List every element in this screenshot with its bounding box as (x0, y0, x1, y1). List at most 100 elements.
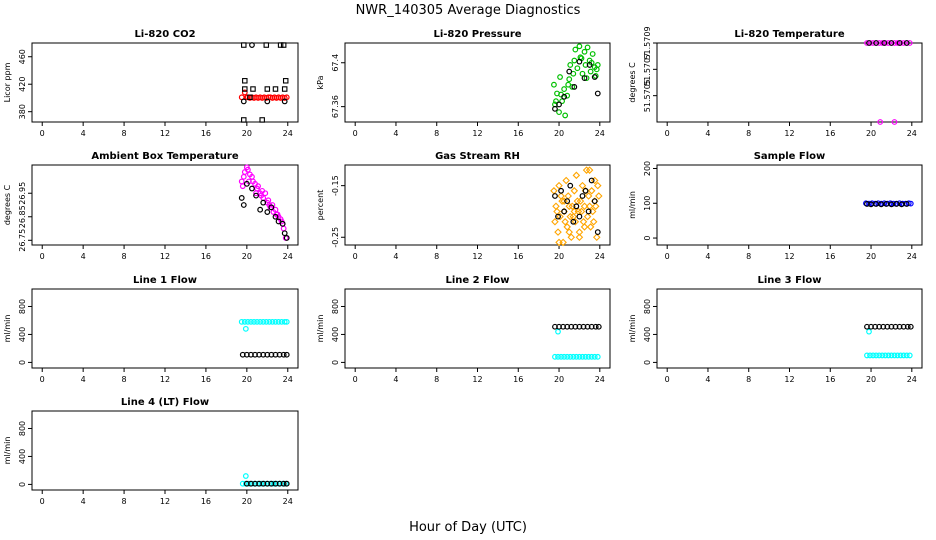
li820-co2-point (241, 89, 248, 96)
line-3-flow-ylabel: ml/min (628, 315, 637, 343)
li820-pressure-xtick-label: 20 (554, 129, 564, 138)
gas-stream-rh-point (564, 192, 572, 200)
li820-pressure-point (561, 93, 568, 100)
line-3-flow-panel: Line 3 Flow 0 4 8 12 16 20 24 0 400 800 ml/min (628, 275, 923, 384)
gas-stream-rh-point (565, 228, 574, 236)
ambient-box-temperature-point (244, 166, 251, 173)
li820-co2-point (263, 42, 270, 48)
gas-stream-rh-point (555, 213, 561, 220)
li820-co2-ytick-label: 460 (18, 49, 27, 64)
line-1-flow-point (263, 318, 270, 325)
line-2-flow-point (588, 353, 595, 360)
gas-stream-rh-point (558, 187, 564, 194)
ambient-box-temperature-point (257, 206, 264, 213)
gas-stream-rh-point (564, 198, 571, 205)
li820-temperature-frame (656, 42, 923, 123)
gas-stream-rh-point (551, 217, 559, 226)
li820-pressure-point (562, 112, 569, 119)
line-3-flow-point (885, 352, 892, 359)
li820-pressure-point (572, 46, 579, 53)
gas-stream-rh-point (593, 181, 602, 190)
li820-temperature-point (873, 40, 880, 46)
gas-stream-rh-series-black (552, 177, 601, 235)
line-4-lt-flow-point (270, 480, 277, 487)
line-2-flow-point (558, 353, 564, 360)
li820-co2-point (264, 98, 271, 105)
line-3-flow-point (864, 352, 870, 359)
gas-stream-rh-point (579, 217, 588, 226)
line-4-lt-flow-title: Line 4 (LT) Flow (121, 397, 209, 408)
li820-co2-point (250, 86, 256, 92)
ambient-box-temperature-point (239, 183, 246, 190)
gas-stream-rh-series-orange (550, 166, 603, 247)
li820-pressure-xtick-label: 24 (595, 129, 605, 138)
li820-co2-title: Li-820 CO2 (134, 29, 195, 40)
line-1-flow-point (254, 318, 260, 325)
li820-temperature-point (866, 40, 872, 46)
line-4-lt-flow-panel: Line 4 (LT) Flow 0 4 8 12 16 20 24 0 400 800 ml/min (3, 397, 299, 506)
ambient-box-temperature-xtick-label: 20 (242, 252, 252, 261)
figure-title: NWR_140305 Average Diagnostics (356, 3, 581, 18)
gas-stream-rh-xtick-label: 12 (472, 252, 482, 261)
ambient-box-temperature-point (238, 178, 245, 185)
line-2-flow-xtick-label: 4 (393, 375, 398, 384)
line-2-flow-ytick-label: 0 (331, 360, 340, 365)
gas-stream-rh-point (555, 238, 563, 247)
gas-stream-rh-point (554, 228, 562, 236)
li820-pressure-point (574, 65, 581, 72)
li820-temperature-series-black (866, 40, 910, 46)
line-1-flow-panel: Line 1 Flow 0 4 8 12 16 20 24 0 400 800 ml/min (3, 275, 299, 384)
li820-co2-ytick-label: 380 (18, 104, 27, 119)
sample-flow-ytick-label: 0 (643, 235, 652, 240)
li820-pressure-point (566, 76, 573, 83)
line-4-lt-flow-xtick-label: 20 (242, 497, 252, 506)
line-1-flow-point (260, 318, 267, 325)
gas-stream-rh-point (560, 197, 568, 205)
ambient-box-temperature-point (255, 183, 262, 190)
line-3-flow-point (894, 352, 901, 359)
line-2-flow-title: Line 2 Flow (446, 275, 510, 286)
line-2-flow-xtick-label: 8 (434, 375, 439, 384)
gas-stream-rh-point (586, 223, 595, 231)
line-1-flow-xtick-label: 12 (160, 375, 170, 384)
line-2-flow-point (576, 353, 583, 360)
li820-pressure-point (557, 74, 563, 80)
li820-co2-point (272, 86, 279, 92)
ambient-box-temperature-xtick-label: 0 (40, 252, 45, 261)
line-1-flow-title: Line 1 Flow (133, 275, 197, 286)
gas-stream-rh-xtick-label: 20 (554, 252, 564, 261)
gas-stream-rh-point (570, 218, 577, 225)
line-2-flow-point (585, 353, 592, 360)
gas-stream-rh-ytick-label: -0.25 (331, 227, 340, 248)
gas-stream-rh-point (585, 166, 594, 174)
gas-stream-rh-point (587, 187, 596, 195)
line-3-flow-point (904, 323, 911, 330)
line-1-flow-point (241, 318, 248, 325)
line-1-flow-xtick-label: 20 (242, 375, 252, 384)
ambient-box-temperature-frame (31, 164, 299, 246)
line-2-flow-point (582, 353, 589, 360)
line-4-lt-flow-xtick-label: 0 (40, 497, 45, 506)
line-2-flow-xtick-label: 16 (513, 375, 523, 384)
li820-pressure-point (581, 48, 588, 55)
line-1-flow-point (272, 318, 279, 325)
li820-temperature-point (888, 40, 895, 46)
li820-co2-point (242, 86, 248, 92)
gas-stream-rh-point (561, 217, 569, 226)
li820-pressure-point (561, 86, 568, 92)
li820-pressure-point (581, 75, 588, 82)
gas-stream-rh-point (579, 193, 586, 199)
gas-stream-rh-point (580, 202, 589, 211)
gas-stream-rh-xtick-label: 4 (393, 252, 398, 261)
li820-pressure-point (556, 101, 562, 108)
li820-pressure-xtick-label: 4 (393, 129, 398, 138)
ambient-box-temperature-point (264, 209, 271, 215)
li820-pressure-point (564, 92, 571, 99)
li820-co2-xtick-label: 16 (201, 129, 211, 138)
ambient-box-temperature-point (272, 213, 279, 220)
gas-stream-rh-point (550, 187, 558, 195)
ambient-box-temperature-xtick-label: 16 (201, 252, 211, 261)
line-3-flow-xtick-label: 24 (907, 375, 917, 384)
